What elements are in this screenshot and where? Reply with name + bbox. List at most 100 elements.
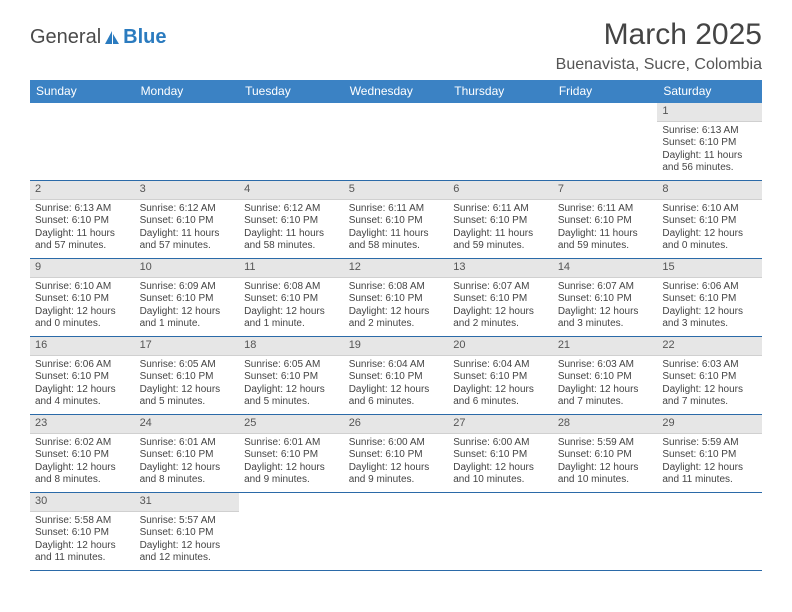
cell-body: Sunrise: 6:08 AMSunset: 6:10 PMDaylight:… xyxy=(239,278,344,334)
calendar-cell: 12Sunrise: 6:08 AMSunset: 6:10 PMDayligh… xyxy=(344,259,449,337)
calendar-cell: 6Sunrise: 6:11 AMSunset: 6:10 PMDaylight… xyxy=(448,181,553,259)
cell-body: Sunrise: 6:09 AMSunset: 6:10 PMDaylight:… xyxy=(135,278,240,334)
cell-body: Sunrise: 6:00 AMSunset: 6:10 PMDaylight:… xyxy=(448,434,553,490)
day-number: 23 xyxy=(30,415,135,434)
calendar-cell: 9Sunrise: 6:10 AMSunset: 6:10 PMDaylight… xyxy=(30,259,135,337)
day-header: Friday xyxy=(553,80,658,103)
day-number: 21 xyxy=(553,337,658,356)
day-number: 3 xyxy=(135,181,240,200)
sunset-text: Sunset: 6:10 PM xyxy=(140,449,235,462)
day-number: 31 xyxy=(135,493,240,512)
sunrise-text: Sunrise: 6:09 AM xyxy=(140,281,235,294)
sunset-text: Sunset: 6:10 PM xyxy=(662,293,757,306)
cell-body: Sunrise: 6:02 AMSunset: 6:10 PMDaylight:… xyxy=(30,434,135,490)
sunset-text: Sunset: 6:10 PM xyxy=(662,215,757,228)
sunset-text: Sunset: 6:10 PM xyxy=(453,449,548,462)
calendar-cell: 13Sunrise: 6:07 AMSunset: 6:10 PMDayligh… xyxy=(448,259,553,337)
daylight-text: Daylight: 12 hours and 3 minutes. xyxy=(662,306,757,331)
day-number: 2 xyxy=(30,181,135,200)
sunrise-text: Sunrise: 6:07 AM xyxy=(558,281,653,294)
day-number: 18 xyxy=(239,337,344,356)
sunrise-text: Sunrise: 5:57 AM xyxy=(140,515,235,528)
daylight-text: Daylight: 12 hours and 2 minutes. xyxy=(453,306,548,331)
cell-body: Sunrise: 6:06 AMSunset: 6:10 PMDaylight:… xyxy=(657,278,762,334)
cell-body: Sunrise: 5:59 AMSunset: 6:10 PMDaylight:… xyxy=(553,434,658,490)
cell-body: Sunrise: 6:05 AMSunset: 6:10 PMDaylight:… xyxy=(135,356,240,412)
day-number: 19 xyxy=(344,337,449,356)
calendar-cell: 28Sunrise: 5:59 AMSunset: 6:10 PMDayligh… xyxy=(553,415,658,493)
daylight-text: Daylight: 12 hours and 1 minute. xyxy=(140,306,235,331)
sunrise-text: Sunrise: 6:05 AM xyxy=(244,359,339,372)
sunset-text: Sunset: 6:10 PM xyxy=(140,215,235,228)
sunrise-text: Sunrise: 6:12 AM xyxy=(140,203,235,216)
logo-sail-icon xyxy=(103,29,121,47)
title-block: March 2025 Buenavista, Sucre, Colombia xyxy=(556,18,762,74)
day-header: Wednesday xyxy=(344,80,449,103)
sunset-text: Sunset: 6:10 PM xyxy=(35,215,130,228)
day-header: Saturday xyxy=(657,80,762,103)
daylight-text: Daylight: 11 hours and 58 minutes. xyxy=(349,228,444,253)
day-number: 15 xyxy=(657,259,762,278)
sunrise-text: Sunrise: 6:01 AM xyxy=(244,437,339,450)
day-number: 4 xyxy=(239,181,344,200)
sunset-text: Sunset: 6:10 PM xyxy=(662,137,757,150)
header: General Blue March 2025 Buenavista, Sucr… xyxy=(30,18,762,74)
calendar-cell: 20Sunrise: 6:04 AMSunset: 6:10 PMDayligh… xyxy=(448,337,553,415)
daylight-text: Daylight: 11 hours and 59 minutes. xyxy=(558,228,653,253)
sunrise-text: Sunrise: 6:13 AM xyxy=(35,203,130,216)
daylight-text: Daylight: 12 hours and 2 minutes. xyxy=(349,306,444,331)
calendar-cell: 21Sunrise: 6:03 AMSunset: 6:10 PMDayligh… xyxy=(553,337,658,415)
cell-body: Sunrise: 6:13 AMSunset: 6:10 PMDaylight:… xyxy=(30,200,135,256)
day-number: 16 xyxy=(30,337,135,356)
day-header: Sunday xyxy=(30,80,135,103)
day-number: 12 xyxy=(344,259,449,278)
sunrise-text: Sunrise: 6:03 AM xyxy=(662,359,757,372)
calendar-cell: 16Sunrise: 6:06 AMSunset: 6:10 PMDayligh… xyxy=(30,337,135,415)
calendar-cell xyxy=(344,103,449,181)
sunrise-text: Sunrise: 6:10 AM xyxy=(662,203,757,216)
sunrise-text: Sunrise: 6:00 AM xyxy=(349,437,444,450)
calendar-table: SundayMondayTuesdayWednesdayThursdayFrid… xyxy=(30,80,762,571)
logo: General Blue xyxy=(30,18,167,49)
sunrise-text: Sunrise: 6:13 AM xyxy=(662,125,757,138)
calendar-cell xyxy=(553,493,658,571)
sunset-text: Sunset: 6:10 PM xyxy=(453,371,548,384)
daylight-text: Daylight: 12 hours and 11 minutes. xyxy=(35,540,130,565)
daylight-text: Daylight: 12 hours and 10 minutes. xyxy=(558,462,653,487)
sunset-text: Sunset: 6:10 PM xyxy=(662,449,757,462)
calendar-cell: 29Sunrise: 5:59 AMSunset: 6:10 PMDayligh… xyxy=(657,415,762,493)
sunrise-text: Sunrise: 6:06 AM xyxy=(35,359,130,372)
cell-body: Sunrise: 6:04 AMSunset: 6:10 PMDaylight:… xyxy=(448,356,553,412)
sunset-text: Sunset: 6:10 PM xyxy=(244,215,339,228)
calendar-cell xyxy=(448,493,553,571)
sunrise-text: Sunrise: 6:07 AM xyxy=(453,281,548,294)
cell-body: Sunrise: 6:01 AMSunset: 6:10 PMDaylight:… xyxy=(135,434,240,490)
calendar-cell: 19Sunrise: 6:04 AMSunset: 6:10 PMDayligh… xyxy=(344,337,449,415)
calendar-cell xyxy=(553,103,658,181)
calendar-cell xyxy=(239,103,344,181)
calendar-cell: 17Sunrise: 6:05 AMSunset: 6:10 PMDayligh… xyxy=(135,337,240,415)
location: Buenavista, Sucre, Colombia xyxy=(556,56,762,74)
cell-body: Sunrise: 5:59 AMSunset: 6:10 PMDaylight:… xyxy=(657,434,762,490)
calendar-cell: 5Sunrise: 6:11 AMSunset: 6:10 PMDaylight… xyxy=(344,181,449,259)
sunset-text: Sunset: 6:10 PM xyxy=(140,527,235,540)
logo-text-1: General xyxy=(30,26,101,49)
sunset-text: Sunset: 6:10 PM xyxy=(35,449,130,462)
calendar-cell: 2Sunrise: 6:13 AMSunset: 6:10 PMDaylight… xyxy=(30,181,135,259)
cell-body: Sunrise: 5:57 AMSunset: 6:10 PMDaylight:… xyxy=(135,512,240,568)
daylight-text: Daylight: 12 hours and 3 minutes. xyxy=(558,306,653,331)
calendar-cell: 10Sunrise: 6:09 AMSunset: 6:10 PMDayligh… xyxy=(135,259,240,337)
calendar-cell: 7Sunrise: 6:11 AMSunset: 6:10 PMDaylight… xyxy=(553,181,658,259)
sunset-text: Sunset: 6:10 PM xyxy=(558,293,653,306)
day-number: 28 xyxy=(553,415,658,434)
sunset-text: Sunset: 6:10 PM xyxy=(35,371,130,384)
daylight-text: Daylight: 11 hours and 57 minutes. xyxy=(35,228,130,253)
day-number: 11 xyxy=(239,259,344,278)
calendar-cell: 25Sunrise: 6:01 AMSunset: 6:10 PMDayligh… xyxy=(239,415,344,493)
calendar-cell: 3Sunrise: 6:12 AMSunset: 6:10 PMDaylight… xyxy=(135,181,240,259)
sunset-text: Sunset: 6:10 PM xyxy=(558,371,653,384)
daylight-text: Daylight: 12 hours and 8 minutes. xyxy=(35,462,130,487)
day-number: 14 xyxy=(553,259,658,278)
sunrise-text: Sunrise: 6:01 AM xyxy=(140,437,235,450)
daylight-text: Daylight: 12 hours and 6 minutes. xyxy=(453,384,548,409)
